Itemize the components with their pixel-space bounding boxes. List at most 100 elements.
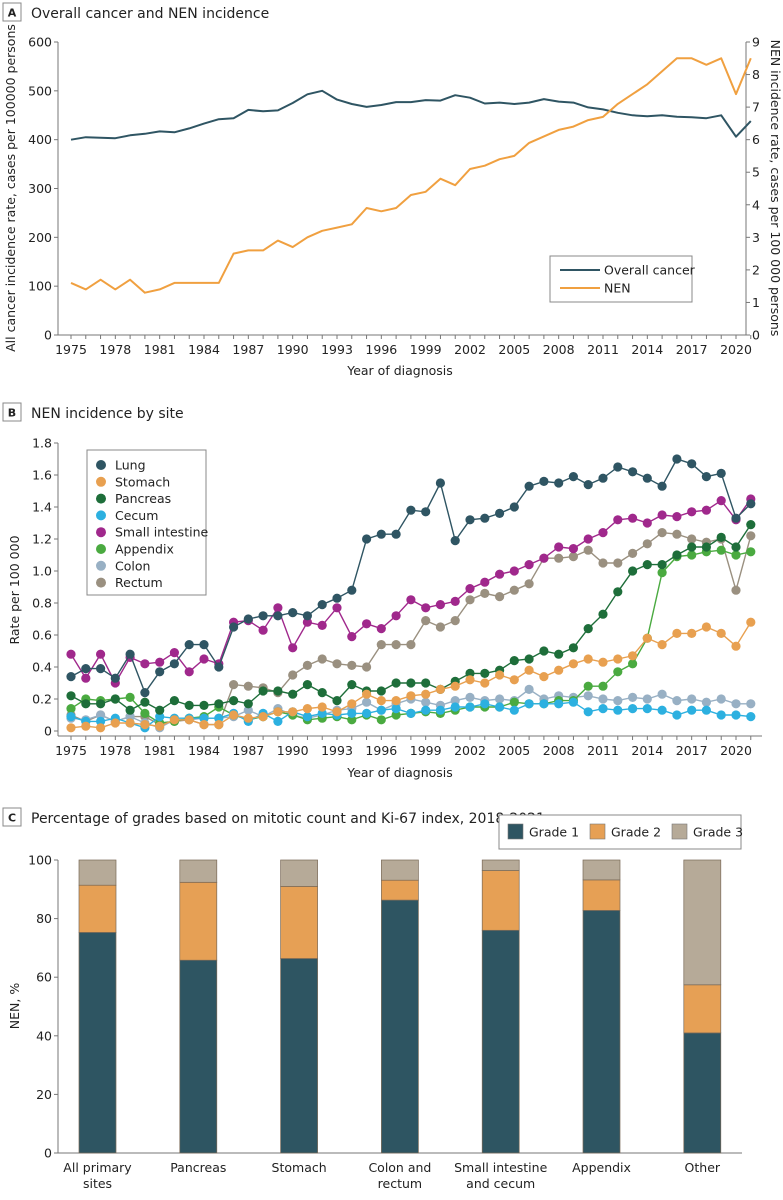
data-point-stomach — [229, 710, 239, 720]
data-point-pancreas — [687, 542, 697, 552]
y2-tick-label: 3 — [752, 230, 760, 245]
data-point-lung — [583, 480, 593, 490]
x-tick-label: 2017 — [676, 342, 708, 357]
data-point-small-intestine — [450, 596, 460, 607]
data-point-cecum — [687, 705, 697, 715]
data-point-rectum — [465, 595, 475, 605]
data-point-lung — [450, 536, 460, 546]
data-point-pancreas — [347, 680, 357, 690]
y-tick-label: 0 — [44, 1146, 52, 1161]
y2-tick-label: 7 — [752, 100, 760, 115]
data-point-appendix — [583, 681, 593, 691]
data-point-cecum — [746, 712, 756, 722]
x-tick-label: 1984 — [188, 342, 220, 357]
data-point-rectum — [731, 585, 741, 595]
data-point-rectum — [598, 558, 608, 568]
data-point-cecum — [657, 705, 667, 715]
data-point-appendix — [657, 568, 667, 578]
data-point-small-intestine — [169, 648, 179, 658]
data-point-small-intestine — [465, 584, 475, 594]
data-point-lung — [568, 472, 579, 482]
bar-group-all-primary-sites — [78, 859, 117, 1154]
data-point-appendix — [687, 550, 697, 560]
data-point-small-intestine — [613, 515, 623, 525]
y2-tick-label: 4 — [752, 197, 760, 212]
data-point-stomach — [701, 622, 712, 632]
data-point-cecum — [465, 702, 475, 712]
data-point-rectum — [362, 662, 372, 672]
bar-group-small-intestine-and-cecum — [481, 859, 520, 1154]
data-point-pancreas — [701, 542, 712, 552]
data-point-small-intestine — [347, 632, 357, 642]
data-point-pancreas — [332, 696, 342, 706]
x-tick-label: 1990 — [277, 743, 309, 758]
data-point-stomach — [376, 696, 386, 706]
data-point-colon — [96, 710, 106, 720]
x-category-label: Pancreas — [170, 1160, 226, 1175]
data-point-appendix — [731, 550, 741, 560]
series-pancreas — [66, 520, 756, 715]
y-tick-label: 100 — [28, 279, 52, 294]
data-point-colon — [125, 712, 135, 722]
data-point-colon — [450, 696, 460, 706]
data-point-small-intestine — [66, 649, 76, 659]
bar-segment-grade-3 — [381, 859, 419, 881]
data-point-colon — [613, 696, 623, 706]
bar-segment-grade-3 — [481, 859, 520, 871]
data-point-small-intestine — [554, 542, 564, 552]
legend-label-nen: NEN — [604, 281, 631, 296]
data-point-stomach — [391, 696, 401, 706]
data-point-pancreas — [243, 699, 253, 709]
data-point-lung — [554, 478, 564, 488]
legend-label-stomach: Stomach — [115, 474, 170, 489]
data-point-stomach — [66, 723, 76, 733]
x-tick-label: 1996 — [365, 743, 397, 758]
data-point-stomach — [554, 665, 564, 675]
x-tick-label: 1996 — [365, 342, 397, 357]
legend-label-pancreas: Pancreas — [115, 491, 171, 506]
x-tick-label: 1981 — [144, 342, 176, 357]
y-tick-label: 1.2 — [32, 532, 52, 547]
data-point-cecum — [199, 713, 209, 723]
data-point-cecum — [155, 712, 165, 722]
y-tick-label: 0 — [44, 724, 52, 739]
y-axis-label: All cancer incidence rate, cases per 100… — [3, 24, 18, 352]
panel-c-letter-box — [2, 807, 22, 827]
data-point-lung — [332, 593, 342, 603]
legend-swatch-grade-3 — [671, 823, 688, 840]
data-point-pancreas — [657, 560, 667, 570]
data-point-small-intestine — [302, 617, 312, 627]
legend-label-cecum: Cecum — [115, 508, 158, 523]
bar-segment-grade-2 — [582, 879, 621, 911]
y-tick-label: 1.8 — [32, 436, 52, 451]
data-point-colon — [243, 705, 253, 715]
data-point-lung — [421, 507, 431, 517]
data-point-cecum — [598, 704, 608, 714]
x-tick-label: 1987 — [232, 743, 264, 758]
x-axis-label: Year of diagnosis — [346, 765, 453, 780]
data-point-pancreas — [391, 678, 401, 688]
data-point-small-intestine — [258, 625, 268, 635]
data-point-small-intestine — [155, 657, 165, 667]
y2-tick-label: 8 — [752, 67, 760, 82]
data-point-lung — [731, 513, 741, 523]
data-point-colon — [746, 699, 756, 709]
data-point-cecum — [731, 710, 741, 720]
data-point-rectum — [613, 558, 623, 568]
y-tick-label: 200 — [28, 230, 52, 245]
data-point-pancreas — [406, 678, 416, 688]
data-point-cecum — [583, 707, 593, 717]
data-point-lung — [391, 529, 401, 539]
series-stomach — [66, 617, 756, 733]
y-tick-label: 0.4 — [32, 660, 52, 675]
data-point-lung — [140, 688, 150, 698]
data-point-cecum — [480, 699, 490, 709]
legend-label-small-intestine: Small intestine — [115, 525, 208, 540]
data-point-stomach — [243, 713, 253, 723]
data-point-pancreas — [229, 696, 239, 706]
x-tick-label: 1999 — [410, 342, 442, 357]
data-point-cecum — [554, 699, 564, 709]
legend-marker-rectum — [96, 577, 106, 588]
data-point-pancreas — [96, 699, 106, 709]
legend-box — [498, 814, 742, 850]
